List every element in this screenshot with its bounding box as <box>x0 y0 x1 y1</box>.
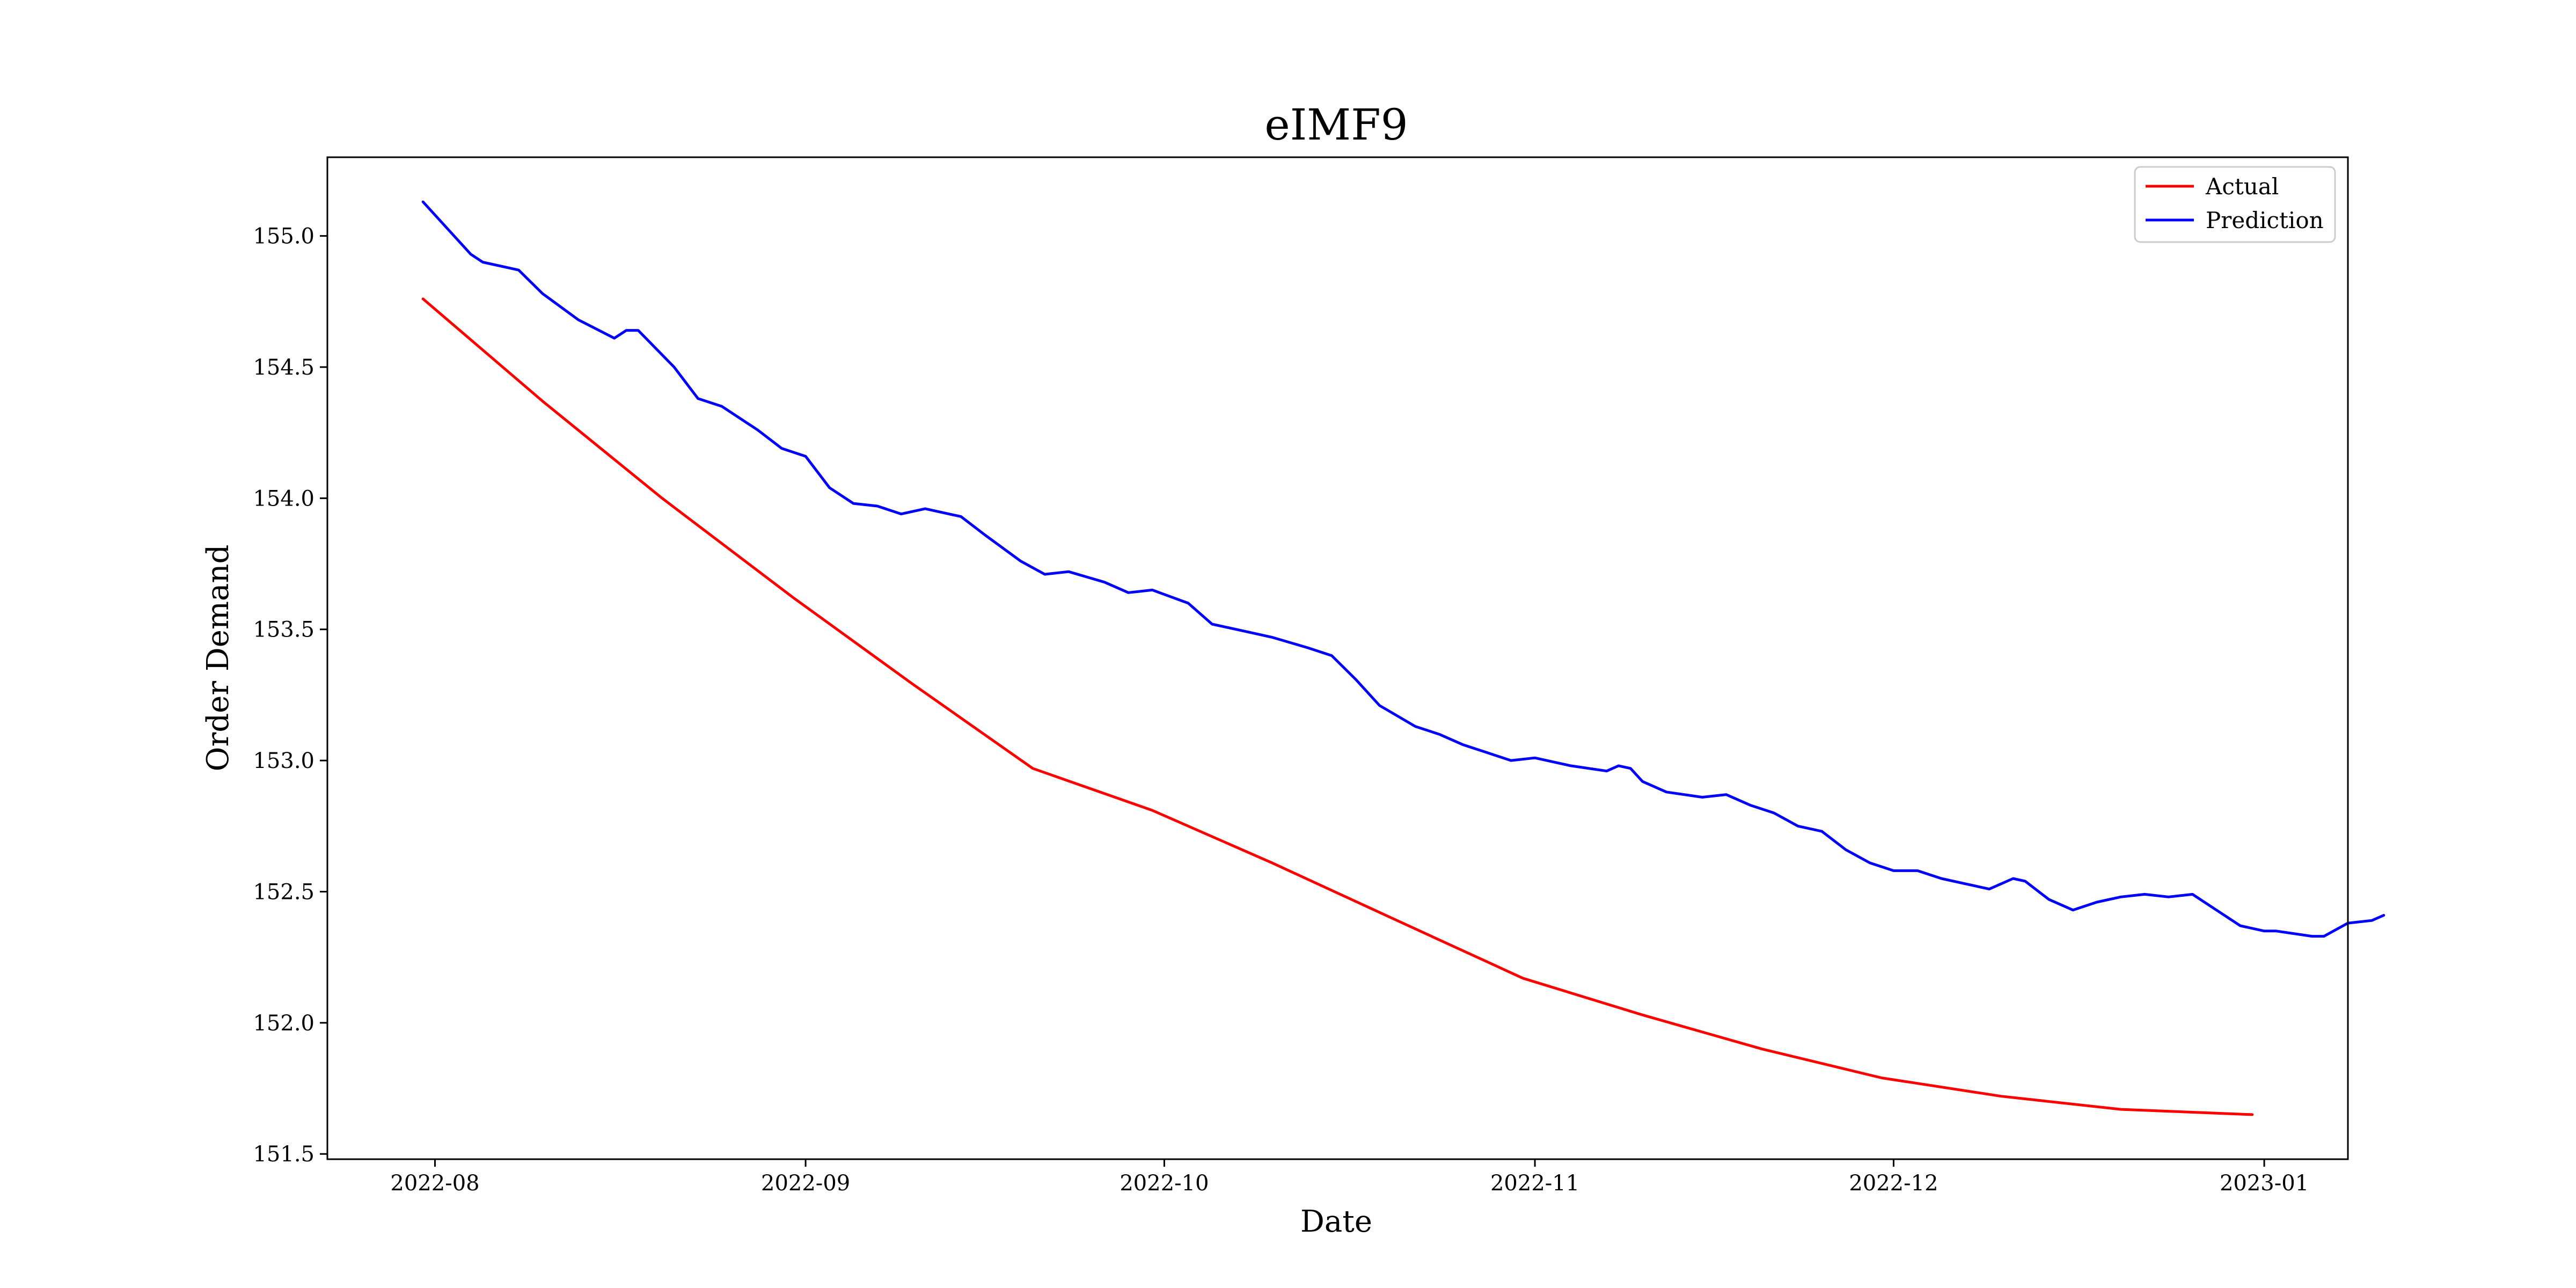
plot-frame <box>326 156 2349 1160</box>
y-tick-label: 153.5 <box>253 618 314 642</box>
y-axis-title: Order Demand <box>201 545 236 772</box>
x-axis-title: Date <box>1300 1204 1372 1239</box>
y-axis-ticks: 151.5 152.0 152.5 153.0 153.5 154.0 154.5 155.0 <box>253 224 327 1167</box>
x-tick-label: 2022-08 <box>390 1171 479 1196</box>
y-tick-label: 153.0 <box>253 749 314 773</box>
chart-title: eIMF9 <box>1264 100 1408 150</box>
y-tick-label: 151.5 <box>253 1142 314 1167</box>
x-tick-label: 2023-01 <box>2220 1171 2309 1196</box>
legend-label-actual: Actual <box>2205 173 2279 200</box>
x-tick-label: 2022-11 <box>1490 1171 1579 1196</box>
series-line-actual <box>421 297 2254 1116</box>
series-line-prediction <box>421 200 2385 938</box>
x-tick-label: 2022-09 <box>761 1171 850 1196</box>
x-axis-ticks: 2022-08 2022-09 2022-10 2022-11 2022-12 2023-… <box>390 1159 2309 1196</box>
legend-label-prediction: Prediction <box>2206 207 2324 233</box>
legend: Actual Prediction <box>2134 166 2336 243</box>
y-tick-label: 152.0 <box>253 1011 314 1036</box>
x-tick-label: 2022-10 <box>1119 1171 1209 1196</box>
series-layer <box>421 200 2385 1116</box>
x-tick-label: 2022-12 <box>1849 1171 1938 1196</box>
y-tick-label: 154.0 <box>253 486 314 511</box>
y-tick-label: 154.5 <box>253 355 314 380</box>
y-tick-label: 152.5 <box>253 880 314 904</box>
y-tick-label: 155.0 <box>253 224 314 249</box>
